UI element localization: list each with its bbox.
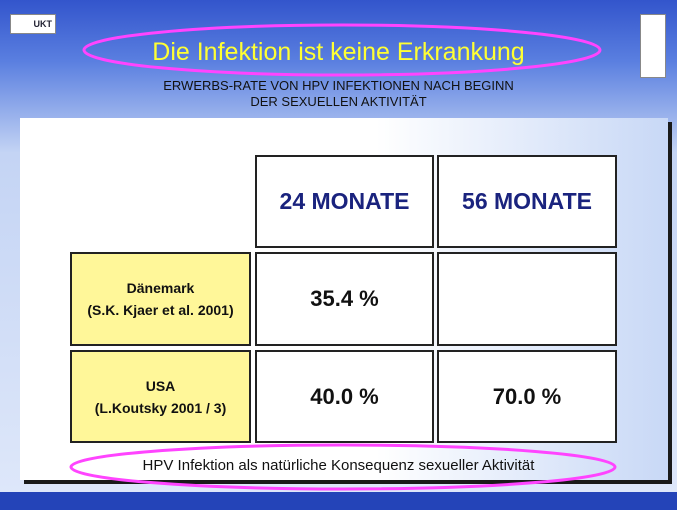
title: Die Infektion ist keine Erkrankung (152, 38, 525, 66)
row-label: USA (L.Koutsky 2001 / 3) (70, 350, 251, 443)
row-label: Dänemark (S.K. Kjaer et al. 2001) (70, 252, 251, 346)
cell: 70.0 % (437, 350, 617, 443)
column-header: 24 MONATE (255, 155, 434, 248)
column-header: 56 MONATE (437, 155, 617, 248)
figure-icon (640, 14, 666, 78)
footer: HPV Infektion als natürliche Konsequenz … (142, 457, 535, 474)
row-label-line: Dänemark (126, 280, 195, 296)
subtitle-line: DER SEXUELLEN AKTIVITÄT (250, 94, 427, 109)
logo: UKT (10, 14, 56, 34)
cell: – (437, 252, 617, 346)
row-label-line: USA (145, 377, 176, 394)
subtitle-line: ERWERBS-RATE VON HPV INFEKTIONEN NACH BE… (163, 78, 514, 93)
row-label-line: (L.Koutsky 2001 / 3) (94, 399, 227, 416)
highlight-ellipse (69, 443, 617, 491)
cell: 40.0 % (255, 350, 434, 443)
bottom-bar (0, 492, 677, 510)
cell: 35.4 % (255, 252, 434, 346)
subtitle: ERWERBS-RATE VON HPV INFEKTIONEN NACH BE… (0, 78, 677, 110)
logo-text: UKT (33, 19, 53, 29)
row-label-line: (S.K. Kjaer et al. 2001) (87, 302, 234, 318)
highlight-ellipse (82, 23, 602, 77)
